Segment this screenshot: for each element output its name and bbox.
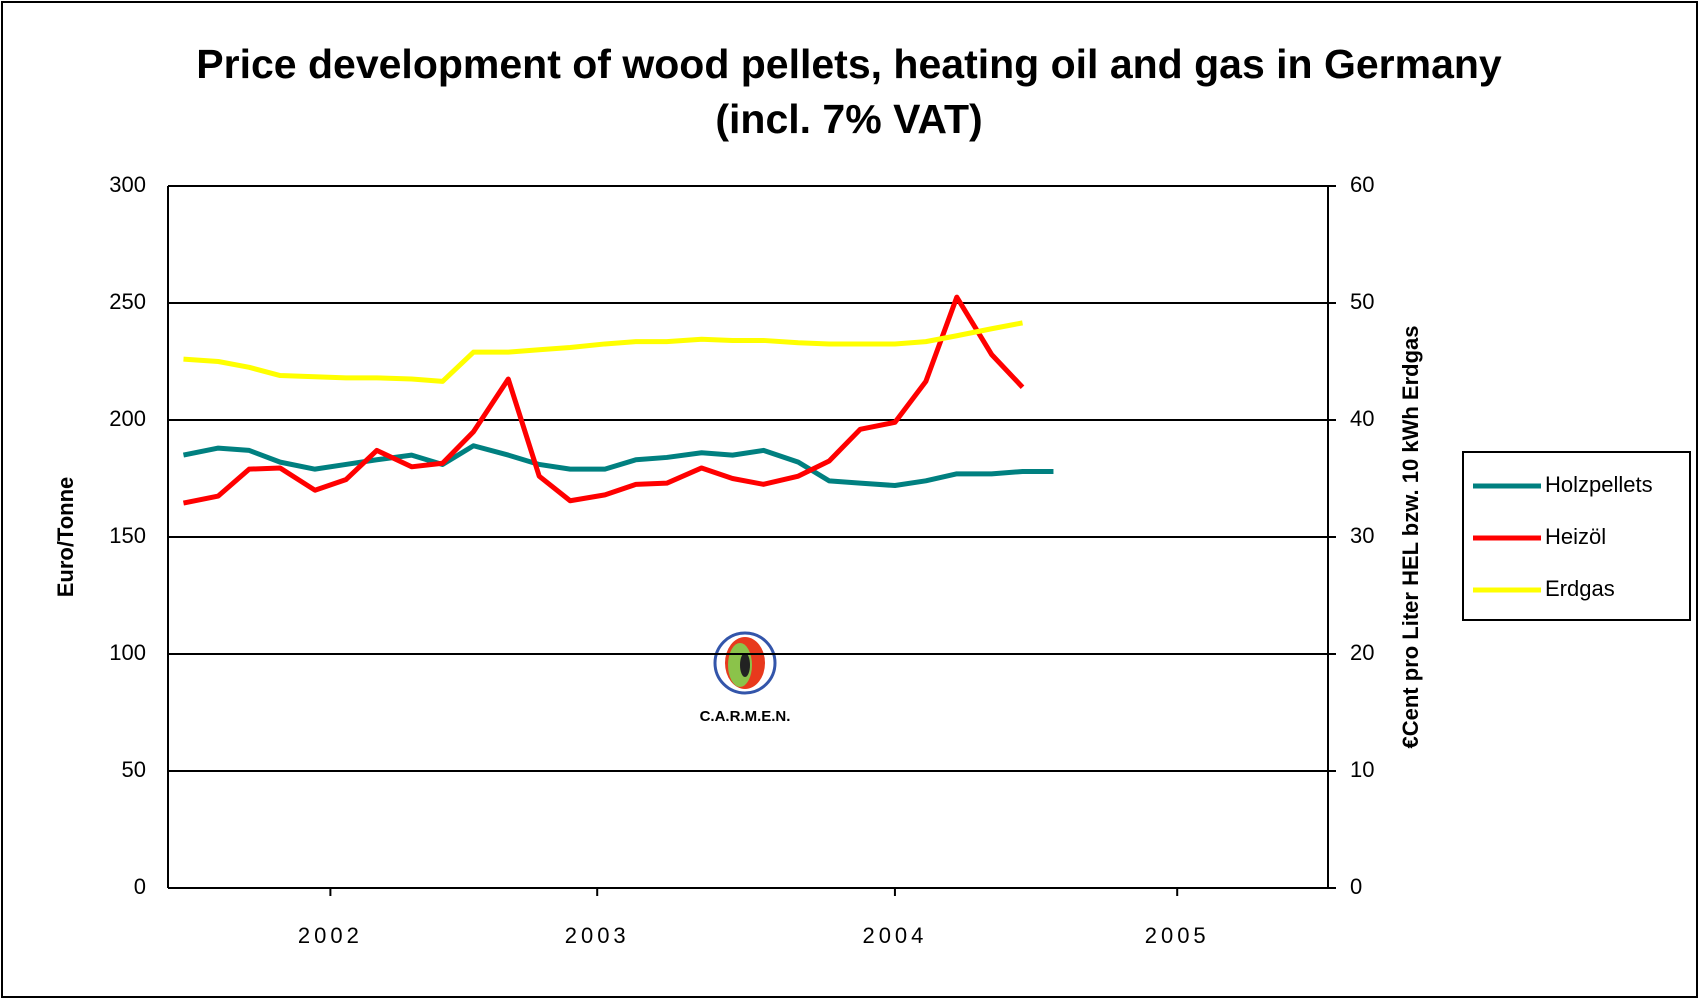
x-tick-label: 2002 (298, 923, 363, 948)
y2-tick-label: 20 (1350, 640, 1374, 665)
y-axis-label: Euro/Tonne (53, 477, 78, 598)
y-tick-label: 50 (122, 757, 146, 782)
series-line (183, 320, 1023, 384)
logo-core (740, 653, 750, 677)
chart-subtitle: (incl. 7% VAT) (715, 96, 982, 142)
y2-tick-label: 30 (1350, 523, 1374, 548)
y-tick-label: 200 (109, 406, 146, 431)
x-tick-label: 2004 (862, 923, 927, 948)
legend: Holzpellets Heizöl Erdgas (1462, 451, 1691, 621)
chart-title: Price development of wood pellets, heati… (196, 41, 1502, 87)
series-line (182, 443, 1054, 489)
y-tick-label: 150 (109, 523, 146, 548)
y2-axis-label: €Cent pro Liter HEL bzw. 10 kWh Erdgas (1398, 326, 1423, 749)
y2-tick-label: 60 (1350, 172, 1374, 197)
y2-tick-label: 50 (1350, 289, 1374, 314)
x-tick-label: 2003 (565, 923, 630, 948)
series-line (182, 294, 1025, 506)
legend-label: Erdgas (1545, 576, 1615, 601)
legend-label: Holzpellets (1545, 472, 1653, 497)
x-tick-label: 2005 (1145, 923, 1210, 948)
logo-text: C.A.R.M.E.N. (700, 708, 791, 725)
y-tick-label: 300 (109, 172, 146, 197)
y-tick-label: 0 (134, 874, 146, 899)
y2-tick-label: 40 (1350, 406, 1374, 431)
y2-tick-label: 10 (1350, 757, 1374, 782)
y2-tick-label: 0 (1350, 874, 1362, 899)
y-tick-label: 100 (109, 640, 146, 665)
legend-label: Heizöl (1545, 524, 1606, 549)
y-tick-label: 250 (109, 289, 146, 314)
